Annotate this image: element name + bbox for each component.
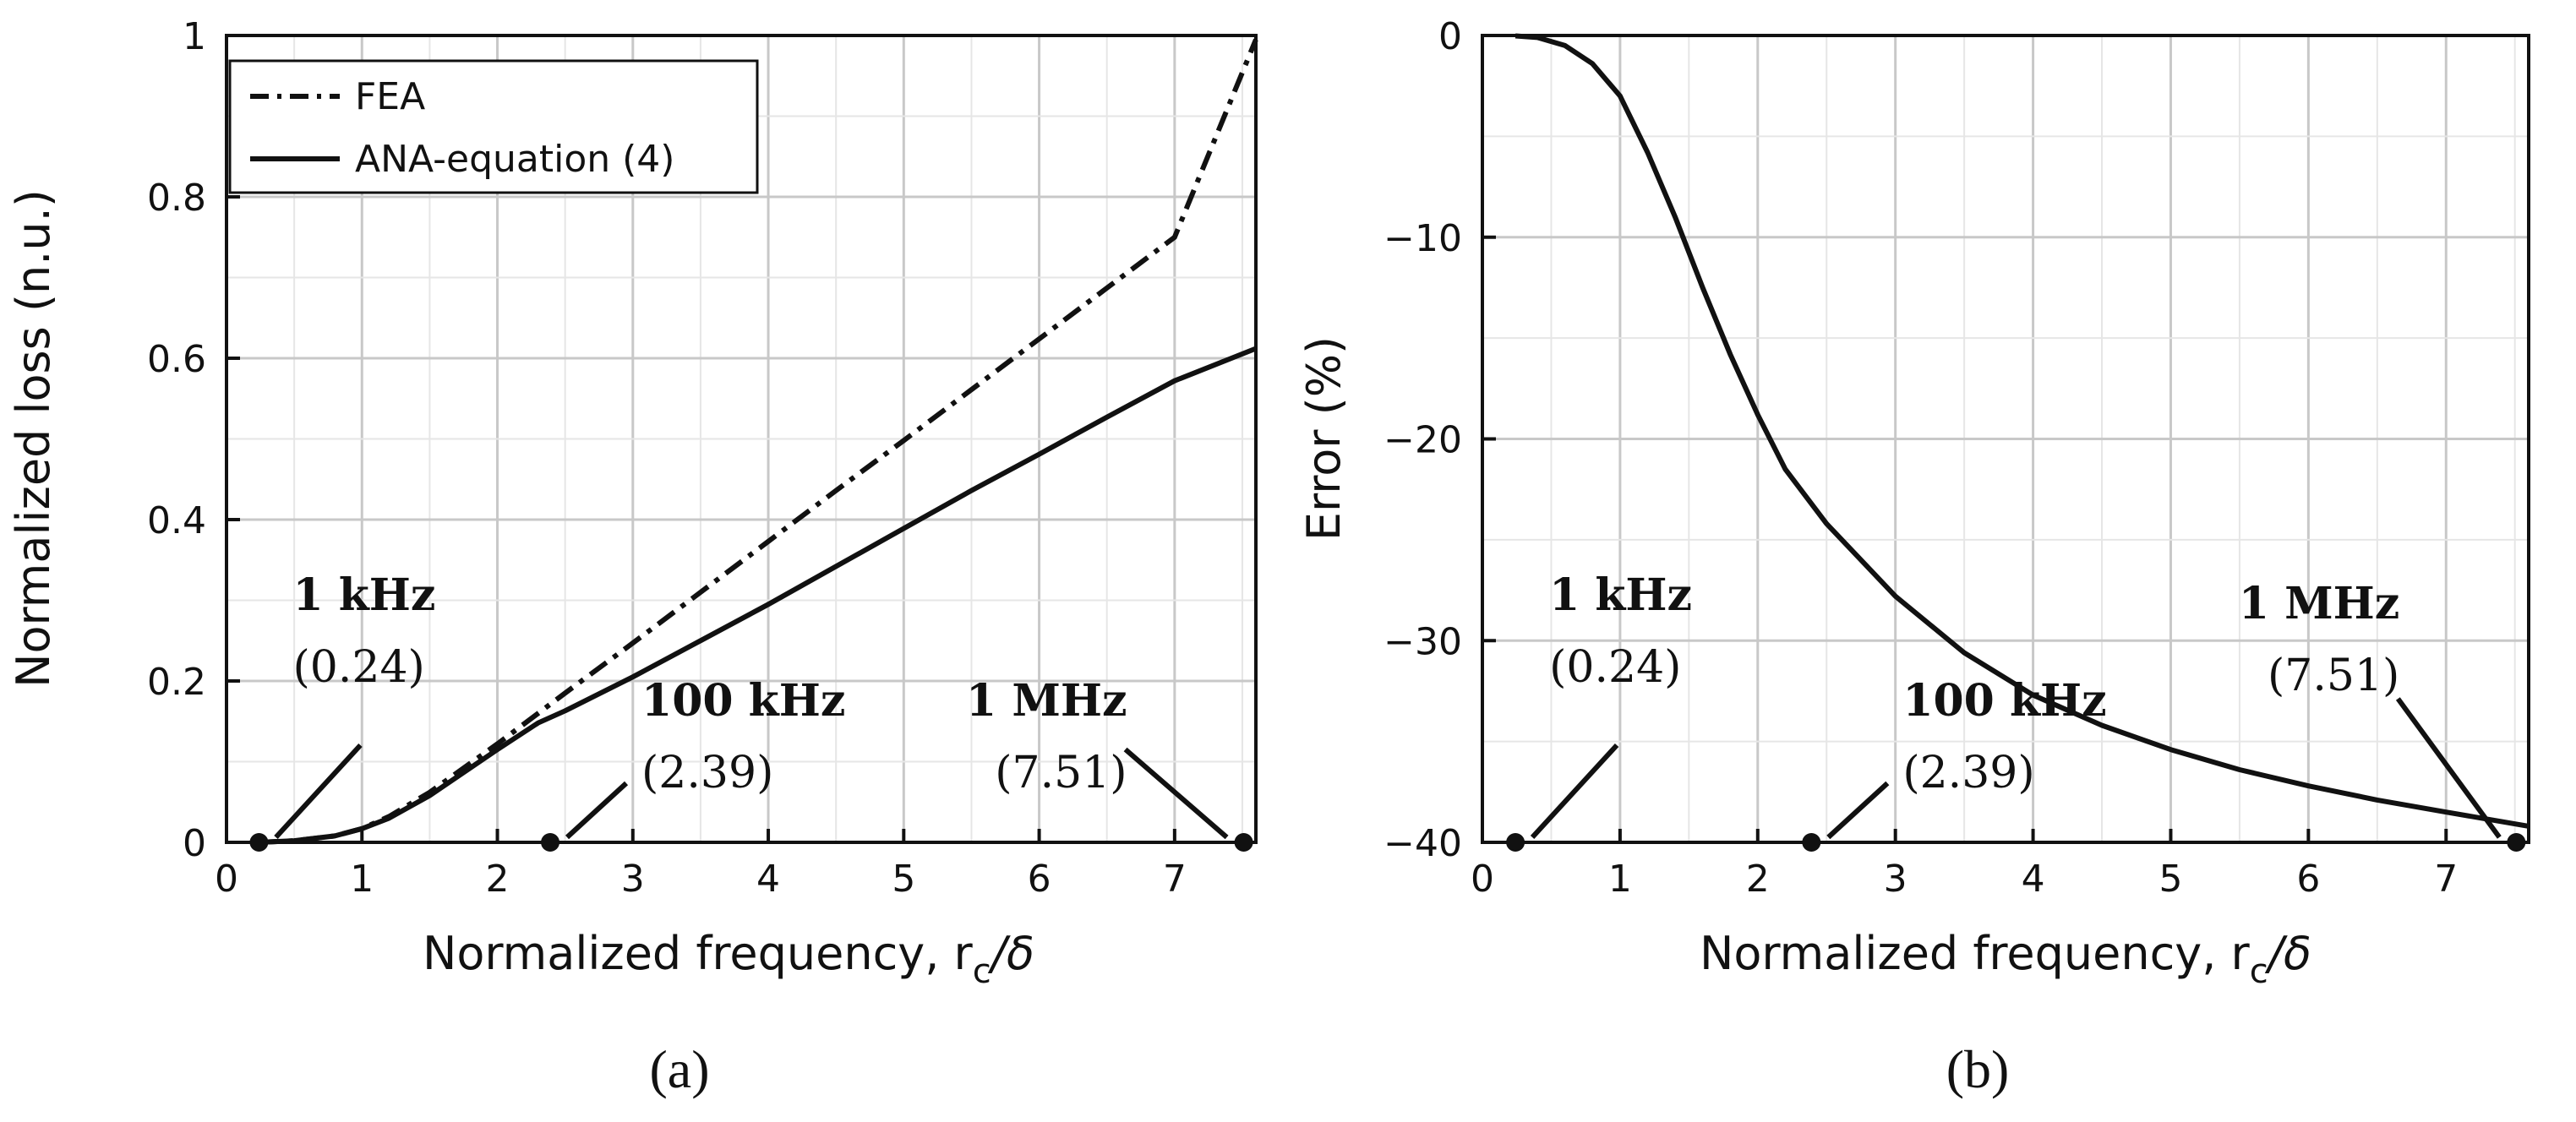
y-tick-label: 0 bbox=[183, 822, 206, 865]
frequency-marker-point bbox=[541, 833, 560, 852]
frequency-marker-point bbox=[249, 833, 269, 852]
y-tick-label: 0.2 bbox=[147, 661, 206, 704]
x-axis-label-a-sub: c bbox=[973, 952, 991, 991]
y-tick-label: −30 bbox=[1384, 620, 1462, 663]
frequency-marker-value: (2.39) bbox=[641, 748, 773, 798]
legend-label-ana: ANA-equation (4) bbox=[355, 138, 674, 181]
ticks-b: 0 1 2 3 4 5 6 7 −40 −30 −20 −10 0 bbox=[1384, 15, 2458, 901]
frequency-marker-label: 1 kHz bbox=[292, 569, 435, 621]
x-tick-label: 2 bbox=[1746, 858, 1770, 901]
frequency-marker-label: 1 kHz bbox=[1549, 569, 1692, 621]
frequency-marker-leader bbox=[1530, 743, 1619, 840]
x-axis-label-b-tail: /δ bbox=[2265, 927, 2311, 980]
x-tick-label: 7 bbox=[1163, 858, 1187, 901]
markers-a: 1 kHz (0.24) 100 kHz (2.39) 1 MHz (7.51) bbox=[249, 569, 1253, 852]
frequency-marker-leader bbox=[1826, 781, 1890, 840]
x-tick-label: 2 bbox=[486, 858, 510, 901]
x-tick-label: 3 bbox=[621, 858, 645, 901]
x-tick-label: 6 bbox=[2296, 858, 2320, 901]
x-tick-label: 1 bbox=[350, 858, 374, 901]
frequency-marker-value: (7.51) bbox=[995, 748, 1127, 798]
series-line-error bbox=[1514, 33, 2530, 829]
series-line-ana-equation-4- bbox=[259, 346, 1258, 845]
x-tick-label: 5 bbox=[892, 858, 915, 901]
y-axis-label-b: Error (%) bbox=[1297, 336, 1351, 541]
frequency-marker-leader bbox=[274, 743, 363, 840]
frequency-marker-value: (2.39) bbox=[1902, 748, 2034, 798]
frequency-marker-leader bbox=[2395, 697, 2502, 839]
plot-frame-a bbox=[225, 34, 1258, 844]
frequency-marker-point bbox=[2507, 833, 2526, 852]
series-a bbox=[259, 38, 1258, 845]
x-axis-label-a-main: Normalized frequency, r bbox=[423, 927, 974, 980]
y-tick-label: −10 bbox=[1384, 217, 1462, 260]
y-tick-label: 0.4 bbox=[147, 499, 206, 542]
frequency-marker-leader bbox=[1123, 747, 1229, 840]
x-tick-label: 4 bbox=[756, 858, 780, 901]
legend-label-fea: FEA bbox=[355, 75, 425, 118]
frequency-marker-point bbox=[1234, 833, 1253, 852]
x-axis-label-b: Normalized frequency, rc/δ bbox=[1700, 927, 2311, 991]
frequency-marker-label: 100 kHz bbox=[1902, 675, 2106, 727]
frequency-marker-leader bbox=[565, 781, 629, 840]
x-axis-label-b-sub: c bbox=[2250, 952, 2268, 991]
panel-a: 0 1 2 3 4 5 6 7 0 0.2 0.4 0.6 0.8 1 1 kHz (0.24) 100 kH… bbox=[7, 15, 1258, 1099]
markers-b: 1 kHz (0.24) 100 kHz (2.39) 1 MHz (7.51) bbox=[1506, 569, 2526, 852]
legend-box bbox=[228, 59, 759, 194]
x-tick-label: 0 bbox=[1471, 858, 1494, 901]
x-tick-label: 0 bbox=[215, 858, 238, 901]
series-b bbox=[1514, 33, 2530, 829]
x-tick-label: 6 bbox=[1028, 858, 1051, 901]
frequency-marker-label: 1 MHz bbox=[966, 675, 1127, 727]
y-tick-label: 0.8 bbox=[147, 177, 206, 220]
x-axis-label-a-tail: /δ bbox=[988, 927, 1034, 980]
frequency-marker-label: 100 kHz bbox=[641, 675, 845, 727]
panel-b: 0 1 2 3 4 5 6 7 −40 −30 −20 −10 0 1 kHz (0.24) 100 kHz… bbox=[1297, 15, 2530, 1099]
frequency-marker-point bbox=[1802, 833, 1821, 852]
y-tick-label: −20 bbox=[1384, 419, 1462, 462]
frequency-marker-value: (0.24) bbox=[1549, 642, 1681, 693]
y-axis-label-a: Normalized loss (n.u.) bbox=[7, 189, 60, 688]
frequency-marker-value: (0.24) bbox=[292, 642, 424, 693]
caption-b: (b) bbox=[1946, 1039, 2010, 1099]
caption-a: (a) bbox=[649, 1039, 709, 1099]
x-tick-label: 7 bbox=[2434, 858, 2458, 901]
x-tick-label: 5 bbox=[2158, 858, 2182, 901]
x-tick-label: 1 bbox=[1608, 858, 1632, 901]
frequency-marker-label: 1 MHz bbox=[2239, 578, 2400, 629]
y-tick-label: 1 bbox=[183, 15, 206, 58]
frequency-marker-value: (7.51) bbox=[2268, 651, 2399, 701]
ticks-a: 0 1 2 3 4 5 6 7 0 0.2 0.4 0.6 0.8 1 bbox=[147, 15, 1187, 901]
x-tick-label: 4 bbox=[2022, 858, 2045, 901]
y-tick-label: 0 bbox=[1438, 15, 1462, 58]
legend: FEA ANA-equation (4) bbox=[228, 59, 759, 194]
x-axis-label-a: Normalized frequency, rc/δ bbox=[423, 927, 1034, 991]
x-tick-label: 3 bbox=[1884, 858, 1907, 901]
y-tick-label: 0.6 bbox=[147, 338, 206, 381]
frequency-marker-point bbox=[1506, 833, 1525, 852]
y-tick-label: −40 bbox=[1384, 822, 1462, 865]
x-axis-label-b-main: Normalized frequency, r bbox=[1700, 927, 2251, 980]
